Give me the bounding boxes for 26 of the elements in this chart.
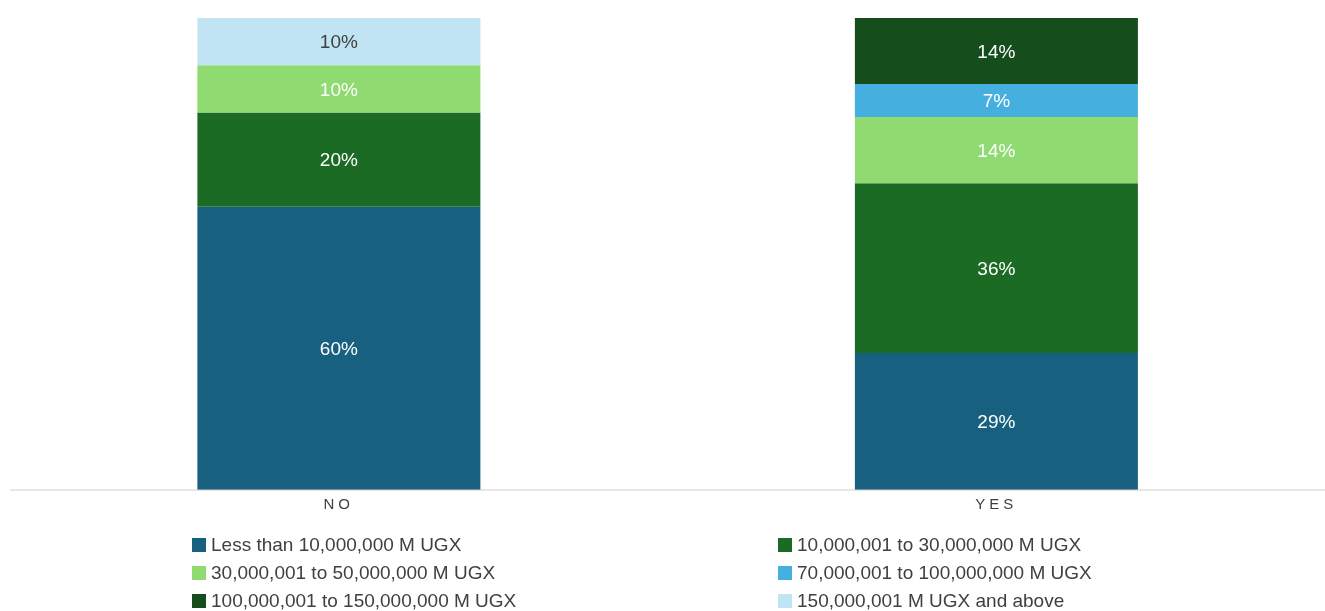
bar — [854, 353, 1138, 490]
data-label: 7% — [982, 90, 1011, 112]
bar — [854, 117, 1138, 184]
bar — [854, 18, 1138, 85]
legend-label: 150,000,001 M UGX and above — [797, 590, 1065, 611]
legend-label: Less than 10,000,000 M UGX — [211, 534, 462, 556]
bar — [854, 84, 1138, 118]
bar — [197, 18, 481, 66]
bar — [197, 112, 481, 207]
bar — [854, 183, 1138, 354]
data-label: 20% — [319, 149, 359, 171]
data-label: 60% — [319, 338, 359, 360]
data-label: 36% — [977, 257, 1016, 279]
x-tick-label: YES — [975, 494, 1018, 512]
x-tick-label: NO — [323, 494, 354, 512]
data-label: 29% — [977, 411, 1016, 433]
data-label: 14% — [977, 40, 1016, 62]
bar — [197, 65, 481, 113]
legend-label: 100,000,001 to 150,000,000 M UGX — [211, 590, 517, 611]
data-label: 14% — [977, 139, 1016, 161]
legend-label: 70,000,001 to 100,000,000 M UGX — [797, 562, 1092, 584]
data-label: 10% — [319, 31, 359, 53]
data-label: 10% — [319, 78, 359, 100]
bar — [197, 206, 481, 490]
legend-label: 10,000,001 to 30,000,000 M UGX — [797, 534, 1082, 556]
legend-label: 30,000,001 to 50,000,000 M UGX — [211, 562, 496, 584]
